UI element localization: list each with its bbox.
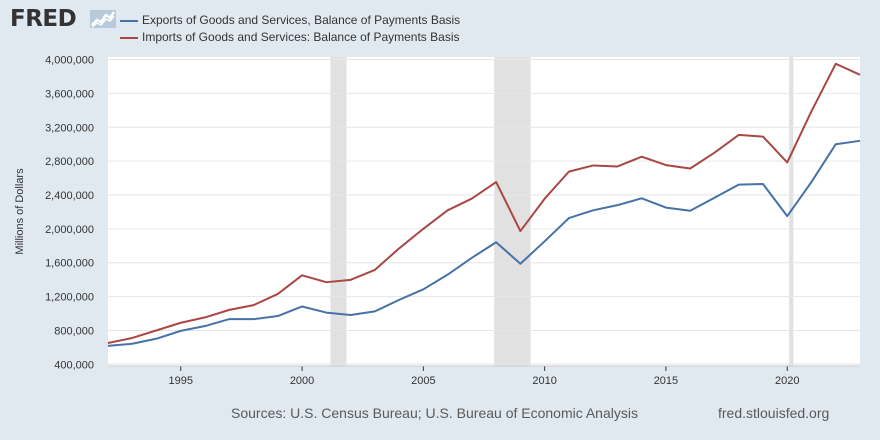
y-tick-label: 1,200,000: [45, 292, 94, 304]
x-axis-ticks: 1995 2000 2005 2010 2015 2020: [108, 365, 860, 387]
x-tick-label: 2000: [290, 375, 314, 387]
recession-band-0: [330, 57, 347, 366]
x-tick-label: 2010: [532, 375, 556, 387]
y-axis-label: Millions of Dollars: [14, 168, 26, 255]
recession-band-1: [494, 57, 531, 366]
series-lines: [107, 62, 861, 347]
series-line-exports: [107, 139, 861, 347]
fred-logo[interactable]: FRED: [10, 6, 77, 32]
y-tick-label: 1,600,000: [45, 258, 94, 270]
y-tick-label: 800,000: [54, 325, 94, 337]
legend-swatch-exports: [120, 20, 138, 22]
y-tick-label: 4,000,000: [45, 55, 94, 67]
source-url-link[interactable]: fred.stlouisfed.org: [718, 405, 830, 421]
sources-note: Sources: U.S. Census Bureau; U.S. Bureau…: [231, 405, 638, 421]
y-tick-label: 2,400,000: [45, 190, 94, 202]
y-tick-label: 2,000,000: [45, 224, 94, 236]
series-line-imports: [107, 62, 861, 344]
x-tick-label: 1995: [169, 375, 193, 387]
legend-label-imports: Imports of Goods and Services: Balance o…: [142, 30, 460, 44]
legend-swatch-imports: [120, 37, 138, 39]
legend-label-exports: Exports of Goods and Services, Balance o…: [142, 13, 461, 27]
y-tick-label: 3,200,000: [45, 122, 94, 134]
fred-chart-icon: [90, 10, 116, 28]
x-tick-label: 2005: [411, 375, 435, 387]
y-tick-label: 400,000: [54, 359, 94, 371]
y-tick-label: 3,600,000: [45, 88, 94, 100]
y-tick-label: 2,800,000: [45, 156, 94, 168]
x-tick-label: 2015: [654, 375, 678, 387]
gridlines: [108, 59, 860, 365]
x-tick-label: 2020: [775, 375, 799, 387]
plot-area: [108, 57, 860, 366]
y-axis-ticks: 400,000 800,000 1,200,000 1,600,000 2,000,00…: [45, 55, 94, 372]
